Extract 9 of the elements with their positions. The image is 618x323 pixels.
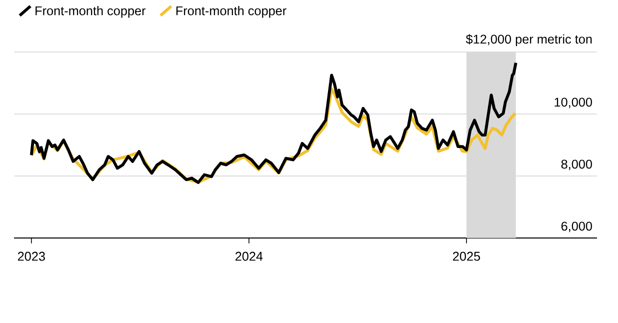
y-tick-label: 10,000 [554,98,592,108]
legend-label: Front-month copper [176,6,286,18]
legend-label: Front-month copper [36,6,146,18]
y-tick-label: $12,000 per metric ton [466,34,592,46]
y-tick-label: 6,000 [561,222,592,232]
x-tick-label: 2025 [453,252,480,261]
x-tick-label: 2024 [235,252,263,261]
x-tick-label: 2023 [18,252,45,261]
y-tick-label: 8,000 [561,160,592,170]
